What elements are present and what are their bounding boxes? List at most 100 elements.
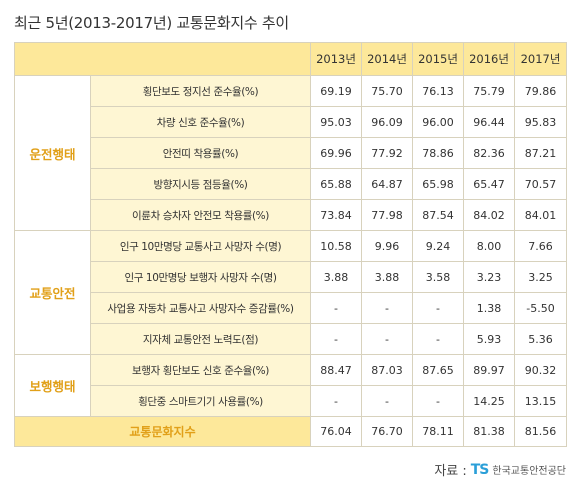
value-cell: 7.66: [514, 230, 567, 262]
value-cell: 95.83: [514, 106, 567, 138]
value-cell: 5.36: [514, 323, 567, 355]
value-cell: -: [361, 385, 413, 417]
item-label: 인구 10만명당 보행자 사망자 수(명): [90, 261, 311, 293]
category-cell: 보행행태: [14, 354, 91, 417]
table-row: 인구 10만명당 보행자 사망자 수(명) 3.88 3.88 3.58 3.23 3.2…: [15, 261, 567, 293]
table-row: 교통안전 인구 10만명당 교통사고 사망자 수(명) 10.58 9.96 9.24 8…: [14, 230, 567, 355]
item-label: 보행자 횡단보도 신호 준수율(%): [90, 354, 311, 386]
value-cell: -: [412, 385, 464, 417]
table-row: 보행행태 보행자 횡단보도 신호 준수율(%) 88.47 87.03 87.65 89.…: [14, 354, 567, 417]
value-cell: 5.93: [463, 323, 515, 355]
value-cell: -: [310, 292, 362, 324]
value-cell: -: [361, 323, 413, 355]
source-credit: 자료 : TS 한국교통안전공단: [434, 460, 566, 480]
table-row: 운전행태 횡단보도 정지선 준수율(%) 69.19 75.70 76.13 75.79 7…: [14, 75, 567, 231]
value-cell: 79.86: [514, 75, 567, 107]
value-cell: 84.01: [514, 199, 567, 231]
item-label: 사업용 자동차 교통사고 사망자수 증감률(%): [90, 292, 311, 324]
value-cell: 64.87: [361, 168, 413, 200]
category-cell: 교통안전: [14, 230, 91, 355]
value-cell: -5.50: [514, 292, 567, 324]
item-label: 방향지시등 점등율(%): [90, 168, 311, 200]
value-cell: 77.98: [361, 199, 413, 231]
total-label: 교통문화지수: [14, 416, 311, 447]
value-cell: 3.58: [412, 261, 464, 293]
value-cell: 87.21: [514, 137, 567, 169]
value-cell: 1.38: [463, 292, 515, 324]
item-label: 지자체 교통안전 노력도(점): [90, 323, 311, 355]
item-label: 안전띠 착용률(%): [90, 137, 311, 169]
value-cell: 3.23: [463, 261, 515, 293]
source-label: 자료 :: [434, 464, 467, 479]
value-cell: 89.97: [463, 354, 515, 386]
value-cell: 82.36: [463, 137, 515, 169]
year-header: 2015년: [412, 42, 464, 76]
year-header: 2014년: [361, 42, 413, 76]
table-row: 안전띠 착용률(%) 69.96 77.92 78.86 82.36 87.21: [15, 137, 567, 169]
value-cell: 3.88: [361, 261, 413, 293]
total-value-cell: 76.04: [310, 416, 362, 447]
value-cell: 3.25: [514, 261, 567, 293]
value-cell: 90.32: [514, 354, 567, 386]
table-row: 이륜차 승차자 안전모 착용률(%) 73.84 77.98 87.54 84.02 84…: [15, 199, 567, 231]
value-cell: 73.84: [310, 199, 362, 231]
table-row: 차량 신호 준수율(%) 95.03 96.09 96.00 96.44 95.83: [15, 106, 567, 138]
value-cell: 84.02: [463, 199, 515, 231]
total-value-cell: 78.11: [412, 416, 464, 447]
table-row: 지자체 교통안전 노력도(점) - - -5.93 5.36: [15, 323, 567, 355]
value-cell: 9.24: [412, 230, 464, 262]
value-cell: 13.15: [514, 385, 567, 417]
traffic-culture-index-table: 2013년 2014년 2015년 2016년 2017년 운전행태 횡단보도 정…: [14, 42, 567, 447]
value-cell: 75.70: [361, 75, 413, 107]
year-header: 2013년: [310, 42, 362, 76]
page-title: 최근 5년(2013-2017년) 교통문화지수 추이: [14, 14, 289, 32]
value-cell: 96.09: [361, 106, 413, 138]
value-cell: 75.79: [463, 75, 515, 107]
item-label: 횡단보도 정지선 준수율(%): [90, 75, 311, 107]
ts-logo: TS: [470, 461, 490, 478]
value-cell: 87.65: [412, 354, 464, 386]
header-corner: [14, 42, 311, 76]
value-cell: -: [310, 323, 362, 355]
year-header: 2017년: [514, 42, 567, 76]
item-label: 차량 신호 준수율(%): [90, 106, 311, 138]
value-cell: 69.19: [310, 75, 362, 107]
header-row: 2013년 2014년 2015년 2016년 2017년: [14, 42, 567, 76]
total-row: 교통문화지수 76.04 76.70 78.11 81.38 81.56: [14, 416, 567, 447]
total-value-cell: 76.70: [361, 416, 413, 447]
value-cell: 3.88: [310, 261, 362, 293]
value-cell: 96.00: [412, 106, 464, 138]
value-cell: 8.00: [463, 230, 515, 262]
value-cell: 76.13: [412, 75, 464, 107]
table-row: 방향지시등 점등율(%) 65.88 64.87 65.98 65.47 70.57: [15, 168, 567, 200]
source-org: 한국교통안전공단: [492, 466, 566, 477]
value-cell: 77.92: [361, 137, 413, 169]
value-cell: -: [310, 385, 362, 417]
value-cell: 88.47: [310, 354, 362, 386]
value-cell: -: [412, 323, 464, 355]
value-cell: 70.57: [514, 168, 567, 200]
value-cell: 87.03: [361, 354, 413, 386]
total-value-cell: 81.38: [463, 416, 515, 447]
value-cell: 65.88: [310, 168, 362, 200]
value-cell: 9.96: [361, 230, 413, 262]
item-label: 이륜차 승차자 안전모 착용률(%): [90, 199, 311, 231]
value-cell: 65.47: [463, 168, 515, 200]
value-cell: 69.96: [310, 137, 362, 169]
value-cell: 10.58: [310, 230, 362, 262]
value-cell: 14.25: [463, 385, 515, 417]
item-label: 인구 10만명당 교통사고 사망자 수(명): [90, 230, 311, 262]
value-cell: 96.44: [463, 106, 515, 138]
item-label: 횡단중 스마트기기 사용률(%): [90, 385, 311, 417]
value-cell: -: [361, 292, 413, 324]
value-cell: 65.98: [412, 168, 464, 200]
value-cell: 78.86: [412, 137, 464, 169]
value-cell: 95.03: [310, 106, 362, 138]
table-row: 사업용 자동차 교통사고 사망자수 증감률(%) - - -1.38 -5.50: [15, 292, 567, 324]
value-cell: -: [412, 292, 464, 324]
value-cell: 87.54: [412, 199, 464, 231]
year-header: 2016년: [463, 42, 515, 76]
table-row: 횡단중 스마트기기 사용률(%) - - -14.25 13.15: [15, 385, 567, 417]
total-value-cell: 81.56: [514, 416, 567, 447]
category-cell: 운전행태: [14, 75, 91, 231]
